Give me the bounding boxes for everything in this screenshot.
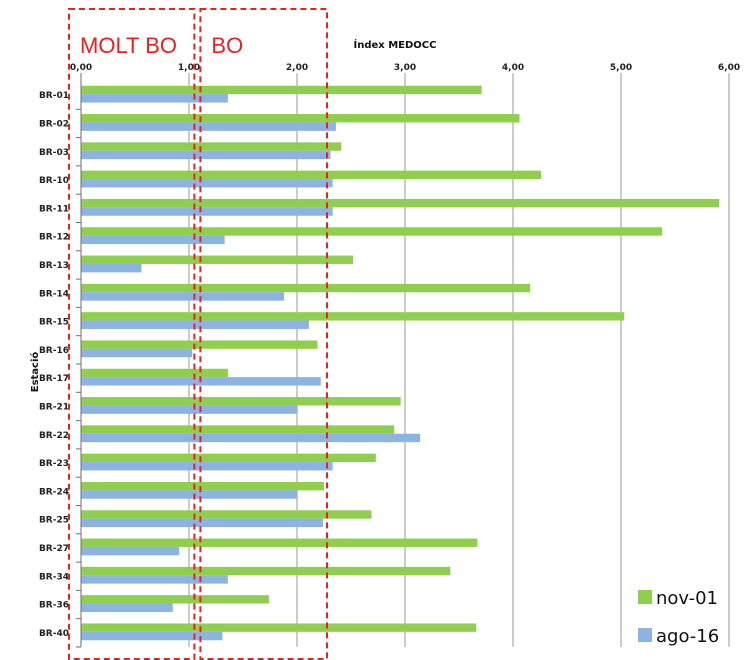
legend-swatch (638, 590, 652, 604)
y-category-label: BR-17 (39, 374, 69, 384)
bar-ago-16 (81, 575, 228, 584)
x-tick-label: 4,00 (502, 63, 524, 73)
y-category-label: BR-36 (39, 601, 69, 611)
bar-ago-16 (81, 462, 333, 471)
y-category-label: BR-40 (39, 629, 69, 639)
bar-nov-01 (81, 566, 451, 576)
bar-nov-01 (81, 227, 663, 236)
x-tick-label: 0,00 (70, 63, 92, 73)
bar-nov-01 (81, 623, 477, 632)
bar-nov-01 (81, 481, 324, 491)
legend-label: nov-01 (656, 588, 718, 609)
bar-nov-01 (81, 368, 228, 378)
bar-ago-16 (81, 122, 336, 131)
bar-nov-01 (81, 425, 395, 434)
y-category-label: BR-02 (39, 119, 69, 129)
y-category-label: BR-15 (39, 318, 69, 328)
y-category-label: BR-03 (39, 148, 69, 158)
bar-ago-16 (81, 292, 285, 301)
bar-ago-16 (81, 405, 297, 414)
y-category-label: BR-13 (39, 261, 69, 271)
bar-nov-01 (81, 510, 372, 519)
y-category-label: BR-34 (39, 572, 69, 582)
zone-annotations: MOLT BO BO (68, 8, 328, 660)
y-category-label: BR-11 (39, 204, 69, 214)
bar-ago-16 (81, 235, 225, 245)
x-tick-label: 6,00 (718, 63, 740, 73)
bar-nov-01 (81, 453, 376, 463)
y-axis-title: Estació (29, 352, 41, 393)
zone-box (68, 8, 196, 660)
y-category-label: BR-01 (39, 91, 69, 101)
bar-ago-16 (81, 348, 193, 358)
bar-nov-01 (81, 170, 542, 180)
bar-nov-01 (81, 397, 401, 406)
x-axis-title: Índex MEDOCC (354, 38, 437, 51)
axis-layer (76, 73, 82, 648)
y-category-label: BR-14 (39, 289, 69, 299)
bar-nov-01 (81, 85, 482, 95)
legend-label: ago-16 (656, 626, 719, 647)
y-category-label: BR-21 (39, 402, 69, 412)
bar-ago-16 (81, 518, 323, 528)
y-category-label: BR-12 (39, 233, 69, 243)
bars-layer (81, 85, 720, 641)
bar-ago-16 (81, 150, 331, 160)
bar-ago-16 (81, 631, 223, 641)
bar-nov-01 (81, 283, 531, 293)
y-category-label: BR-10 (39, 176, 69, 186)
zone-box (199, 8, 328, 660)
bar-ago-16 (81, 207, 333, 216)
legend-swatch (638, 628, 652, 642)
grid-layer (80, 73, 730, 647)
y-category-label: BR-23 (39, 459, 69, 469)
bar-ago-16 (81, 263, 142, 273)
bar-ago-16 (81, 490, 297, 499)
bar-nov-01 (81, 114, 520, 123)
bar-nov-01 (81, 255, 354, 264)
bar-ago-16 (81, 433, 421, 443)
labels-layer: 0,00 1,00 2,00 3,00 4,00 5,00 6,00 Índex MEDOCC… (29, 38, 740, 639)
x-tick-label: 5,00 (610, 63, 632, 73)
y-category-label: BR-27 (39, 544, 69, 554)
y-category-label: BR-25 (39, 516, 69, 526)
zone-label: BO (211, 33, 243, 58)
bar-nov-01 (81, 538, 478, 547)
bar-ago-16 (81, 179, 333, 188)
y-category-label: BR-22 (39, 431, 69, 441)
bar-ago-16 (81, 94, 228, 103)
bar-nov-01 (81, 312, 625, 321)
x-tick-label: 2,00 (286, 63, 308, 73)
bar-nov-01 (81, 142, 342, 151)
bar-ago-16 (81, 603, 173, 612)
y-category-label: BR-24 (39, 487, 69, 497)
zone-label: MOLT BO (80, 33, 177, 58)
x-tick-label: 1,00 (178, 63, 200, 73)
bar-nov-01 (81, 198, 720, 208)
y-category-label: BR-16 (39, 346, 69, 356)
x-tick-label: 3,00 (394, 63, 416, 73)
legend: nov-01 ago-16 (638, 588, 719, 647)
bar-nov-01 (81, 595, 269, 604)
bar-ago-16 (81, 546, 180, 556)
bar-nov-01 (81, 340, 318, 349)
